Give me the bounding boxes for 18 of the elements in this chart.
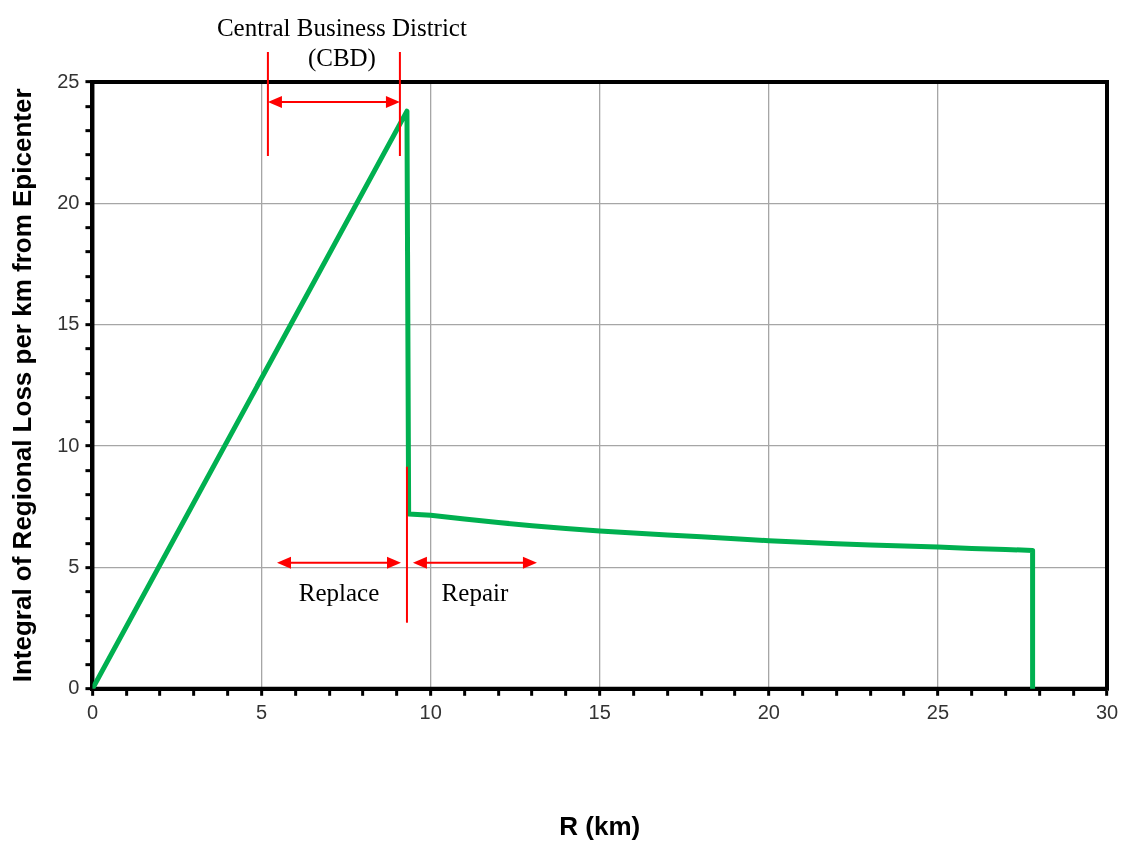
y-tick-label: 5 xyxy=(68,554,80,577)
y-tick-label: 10 xyxy=(57,433,80,456)
text: Central Business District (CBD) xyxy=(216,14,467,72)
y-tick-label: 0 xyxy=(68,676,80,699)
x-tick-label: 15 xyxy=(588,701,611,724)
x-tick-label: 5 xyxy=(255,701,268,724)
x-tick-label: 10 xyxy=(419,701,442,724)
y-tick-label: 20 xyxy=(57,190,80,213)
x-axis-title: R (km) xyxy=(559,810,641,841)
x-tick-label: 20 xyxy=(757,701,780,724)
y-axis-title: Integral of Regional Loss per km from Epicenter xyxy=(6,88,37,683)
y-tick-label: 25 xyxy=(57,69,80,92)
y-tick-label: 15 xyxy=(57,312,80,335)
annotation: Replace xyxy=(298,578,380,606)
annotation: Repair xyxy=(441,578,509,606)
x-tick-label: 30 xyxy=(1095,701,1119,724)
x-tick-label: 0 xyxy=(86,701,99,724)
x-tick-label: 25 xyxy=(926,701,950,724)
